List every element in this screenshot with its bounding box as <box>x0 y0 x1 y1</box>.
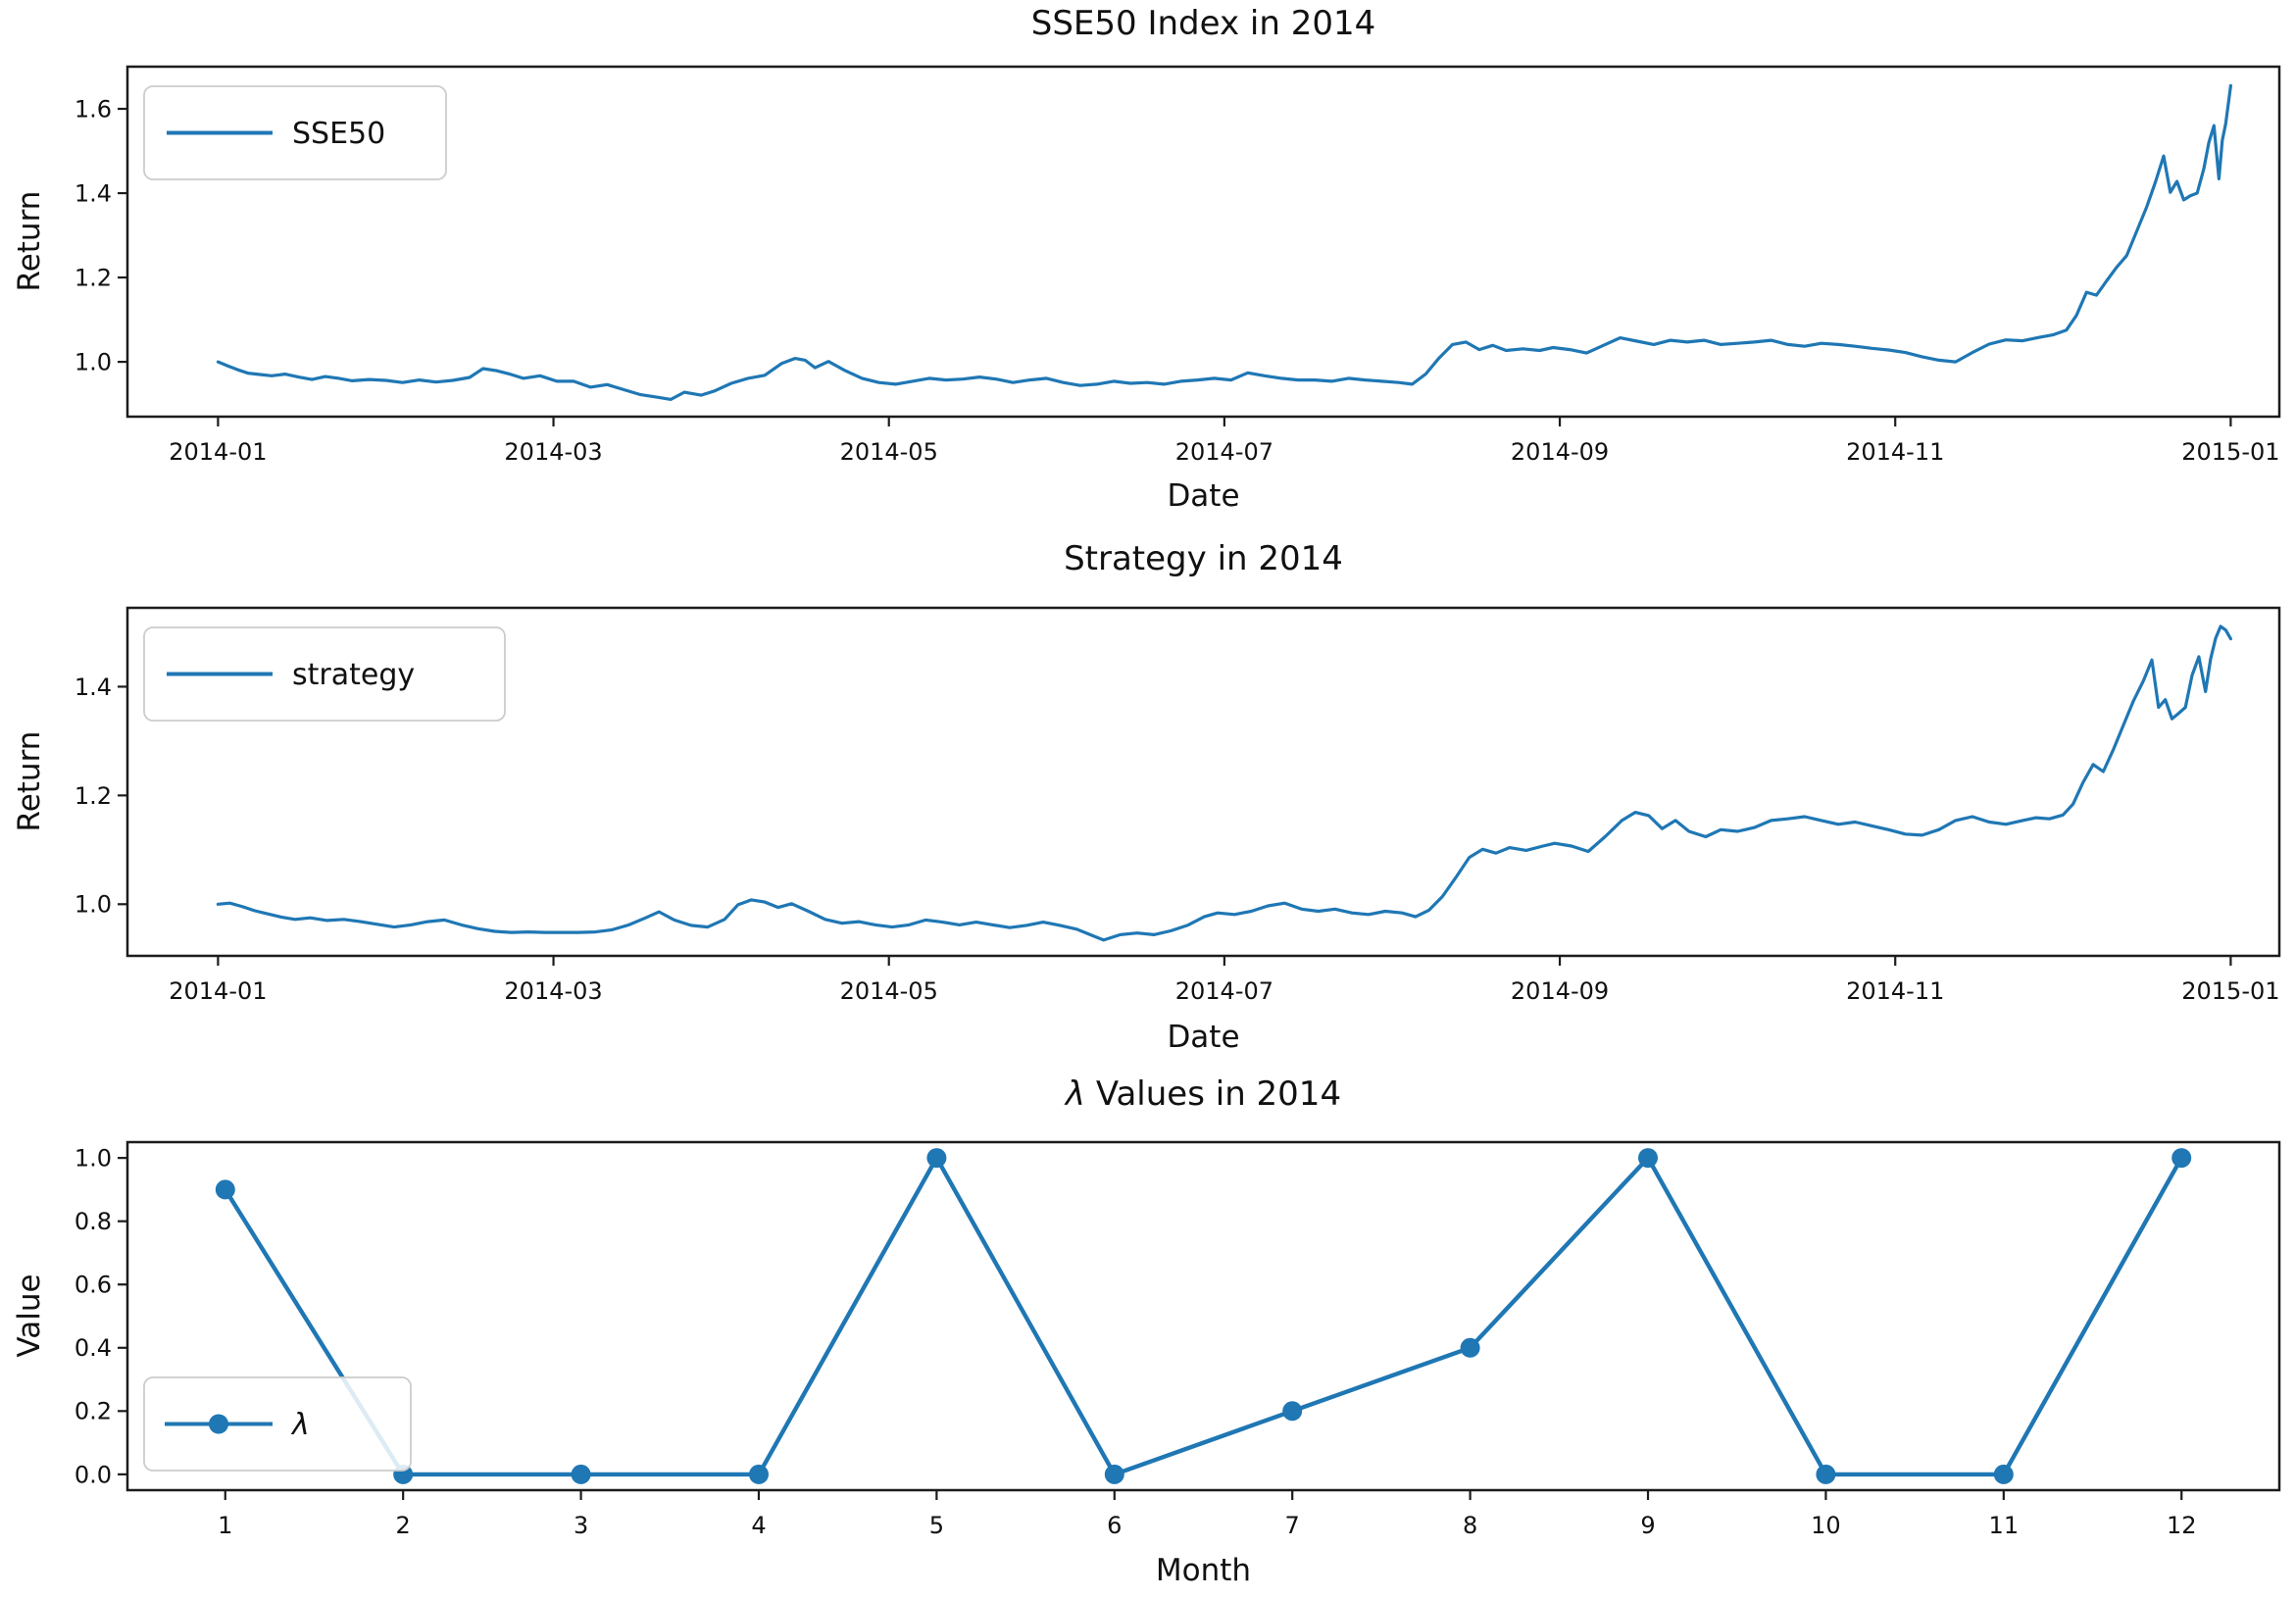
x-tick-label: 12 <box>2167 1512 2197 1539</box>
lambda-point <box>215 1179 235 1200</box>
x-tick-label: 2014-09 <box>1511 977 1609 1005</box>
legend-label: SSE50 <box>292 117 385 151</box>
y-tick-label: 0.8 <box>75 1208 112 1235</box>
x-tick-label: 7 <box>1285 1512 1300 1539</box>
x-tick-label: 2014-07 <box>1175 977 1273 1005</box>
chart-lambda-title-text: Values in 2014 <box>1085 1074 1342 1114</box>
x-tick-label: 2014-07 <box>1175 438 1273 466</box>
y-tick-label: 1.2 <box>75 264 112 291</box>
chart-sse50-plot: 2014-01 2014-03 2014-05 2014-07 2014-09 2014-… <box>75 65 2281 466</box>
x-tick-label: 2014-01 <box>169 438 267 466</box>
legend-box <box>143 85 447 180</box>
chart-lambda-xlabel: Month <box>1155 1553 1252 1588</box>
y-tick-label: 1.0 <box>75 1145 112 1173</box>
x-tick-label: 2014-05 <box>840 977 938 1005</box>
x-tick-label: 2014-11 <box>1846 977 1944 1005</box>
y-tick-label: 1.6 <box>75 95 112 123</box>
y-tick-label: 1.2 <box>75 782 112 810</box>
chart-lambda-title: λ Values in 2014 <box>127 1074 2279 1114</box>
lambda-point <box>1282 1401 1303 1422</box>
lambda-point <box>2171 1148 2192 1169</box>
legend-label: λ <box>290 1408 310 1442</box>
x-tick-label: 2 <box>396 1512 411 1539</box>
lambda-point <box>1993 1464 2014 1484</box>
chart-strategy-title: Strategy in 2014 <box>1064 539 1343 578</box>
x-tick-label: 9 <box>1640 1512 1655 1539</box>
legend-label: strategy <box>292 658 415 692</box>
chart-sse50-title: SSE50 Index in 2014 <box>1030 4 1376 43</box>
axes-border <box>125 1140 2281 1492</box>
x-tick-label: 3 <box>574 1512 588 1539</box>
chart-strategy-plot: 2014-01 2014-03 2014-05 2014-07 2014-09 2014-… <box>75 606 2281 1005</box>
y-tick-label: 1.0 <box>75 348 112 375</box>
legend-box <box>143 1376 412 1472</box>
chart-lambda-plot: 1 2 3 4 5 6 7 8 9 10 11 120.00.20.40.60.81.0λ <box>75 1140 2281 1539</box>
y-tick-label: 1.0 <box>75 891 112 919</box>
lambda-point <box>1816 1464 1836 1484</box>
lambda-point <box>1104 1464 1124 1484</box>
y-tick-label: 0.0 <box>75 1461 112 1488</box>
lambda-point <box>926 1148 947 1169</box>
x-tick-label: 11 <box>1989 1512 2020 1539</box>
lambda-point <box>571 1464 591 1484</box>
y-tick-label: 1.4 <box>75 179 112 207</box>
x-tick-label: 2014-05 <box>840 438 938 466</box>
axes-border <box>125 65 2281 419</box>
chart-lambda-title-symbol: λ <box>1065 1074 1086 1114</box>
x-tick-label: 1 <box>218 1512 232 1539</box>
lambda-point <box>1638 1148 1658 1169</box>
x-tick-label: 2015-01 <box>2181 438 2279 466</box>
lambda-point <box>749 1464 769 1484</box>
lambda-point <box>1460 1337 1480 1358</box>
x-tick-label: 2015-01 <box>2181 977 2279 1005</box>
axes-border <box>125 606 2281 958</box>
x-tick-label: 2014-09 <box>1511 438 1609 466</box>
x-tick-label: 2014-03 <box>504 438 602 466</box>
x-tick-label: 6 <box>1107 1512 1122 1539</box>
y-tick-label: 0.4 <box>75 1334 112 1362</box>
x-tick-label: 5 <box>929 1512 944 1539</box>
series-line-SSE50 <box>216 83 2232 401</box>
x-tick-label: 2014-01 <box>169 977 267 1005</box>
x-tick-label: 8 <box>1463 1512 1477 1539</box>
y-tick-label: 0.6 <box>75 1272 112 1299</box>
x-tick-label: 2014-11 <box>1846 438 1944 466</box>
series-line-strategy <box>216 624 2232 942</box>
legend-sample-marker <box>209 1414 228 1434</box>
chart-strategy-xlabel: Date <box>1167 1020 1240 1055</box>
y-tick-label: 1.4 <box>75 674 112 701</box>
x-tick-label: 4 <box>751 1512 766 1539</box>
x-tick-label: 2014-03 <box>504 977 602 1005</box>
chart-sse50-xlabel: Date <box>1167 478 1240 514</box>
y-tick-label: 0.2 <box>75 1398 112 1425</box>
series-line-λ <box>223 1155 2184 1477</box>
x-tick-label: 10 <box>1811 1512 1841 1539</box>
legend-box <box>143 626 506 722</box>
